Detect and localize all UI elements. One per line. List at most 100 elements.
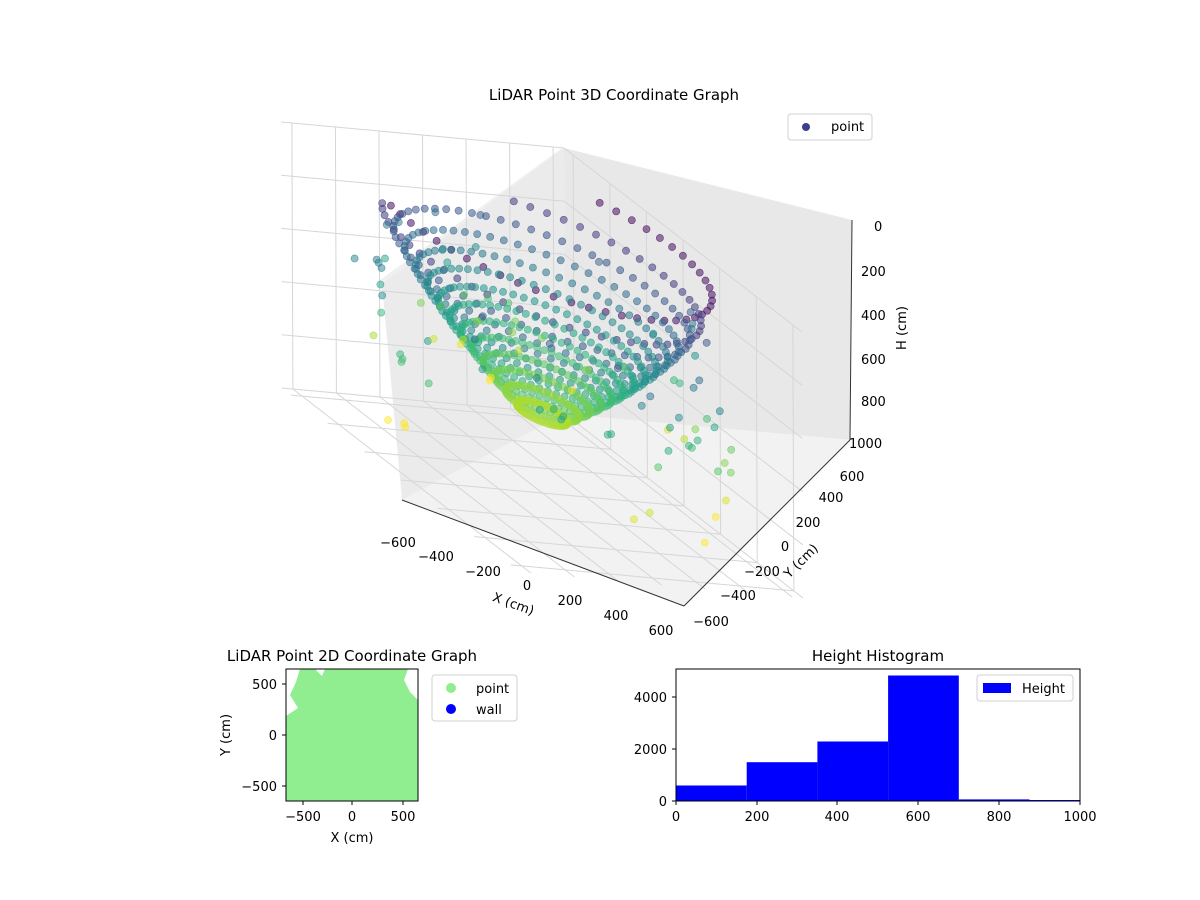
z-tick-label: 0 — [874, 220, 882, 235]
data-point — [531, 313, 540, 321]
data-point — [530, 297, 539, 306]
data-point — [542, 231, 551, 240]
data-point — [552, 421, 561, 430]
data-point — [559, 412, 568, 421]
data-point — [675, 311, 684, 320]
legend-box — [976, 674, 1074, 702]
data-point — [526, 203, 535, 211]
data-point — [455, 264, 464, 273]
legend-marker-height — [983, 683, 1011, 693]
data-point — [555, 273, 564, 282]
data-point — [581, 350, 589, 359]
z-axis-line — [849, 219, 853, 441]
data-point — [562, 355, 570, 364]
data-point — [646, 392, 655, 401]
data-point — [420, 204, 429, 213]
data-point — [575, 362, 584, 371]
data-point — [654, 463, 663, 472]
data-point — [592, 230, 600, 239]
data-point — [369, 331, 378, 340]
data-point — [670, 376, 678, 385]
data-point — [402, 252, 411, 261]
data-point — [509, 197, 518, 206]
z-axis-label: H (cm) — [895, 306, 910, 350]
data-point — [431, 208, 440, 217]
data-point — [605, 367, 614, 376]
histogram: Height Histogram 0 200 400 600 800 1000 … — [634, 647, 1097, 825]
y-tick-label: 0 — [781, 540, 789, 555]
x-tick-label: 200 — [745, 810, 770, 825]
data-point — [416, 298, 425, 307]
data-point — [603, 430, 612, 439]
data-point — [378, 291, 387, 300]
data-point — [380, 211, 389, 220]
histogram-legend: Height — [976, 674, 1074, 702]
data-point — [595, 198, 604, 207]
grid-line — [510, 408, 749, 594]
data-point — [513, 359, 521, 367]
grid-line — [281, 174, 565, 202]
grid-line — [423, 400, 662, 586]
data-point — [473, 317, 482, 325]
data-point — [595, 257, 603, 266]
legend-label: point — [476, 682, 509, 697]
data-point — [665, 325, 673, 333]
data-point — [656, 234, 664, 242]
plot2d-legend: point wall — [431, 674, 518, 722]
data-point — [569, 329, 578, 337]
data-point — [577, 300, 585, 309]
data-point — [691, 425, 700, 434]
data-point — [693, 436, 702, 445]
data-point — [521, 309, 530, 318]
data-point — [532, 373, 541, 382]
data-point — [617, 324, 626, 333]
y-tick-label: −500 — [241, 780, 277, 795]
data-point — [511, 317, 520, 326]
data-point — [633, 297, 641, 306]
data-point — [604, 298, 613, 306]
data-point — [675, 413, 683, 422]
data-point — [565, 295, 574, 304]
data-point — [377, 264, 386, 272]
data-point — [645, 508, 654, 517]
data-point — [549, 405, 558, 413]
data-point — [560, 324, 569, 333]
data-point — [434, 276, 443, 285]
data-point — [613, 364, 622, 373]
data-point — [573, 346, 582, 355]
x-tick-label: −600 — [380, 536, 416, 551]
data-point — [588, 306, 596, 315]
data-point — [513, 240, 522, 249]
y-tick-label: 200 — [796, 516, 821, 531]
x-axis-label: X (cm) — [331, 831, 374, 846]
data-point — [473, 230, 482, 238]
data-point — [602, 348, 611, 357]
data-point — [651, 311, 660, 320]
pane-floor — [402, 414, 850, 606]
x-tick-label: 500 — [391, 810, 416, 825]
data-point — [588, 355, 596, 363]
data-point — [462, 254, 471, 263]
legend-label: wall — [476, 703, 502, 718]
data-point — [517, 276, 526, 285]
data-point — [478, 300, 487, 309]
z-tick-label: 1000 — [849, 437, 882, 452]
data-point — [583, 320, 592, 329]
data-point — [515, 259, 524, 268]
data-point — [649, 329, 658, 338]
legend-marker-wall — [446, 704, 456, 714]
data-point — [584, 269, 593, 277]
data-point — [514, 346, 523, 355]
data-point — [612, 207, 621, 216]
data-point — [578, 342, 587, 351]
y-tick-label: 0 — [269, 729, 277, 744]
data-point — [639, 342, 648, 350]
data-point — [608, 353, 617, 361]
data-point — [541, 285, 550, 294]
data-point — [499, 236, 508, 245]
x-tick-label: 600 — [649, 624, 674, 639]
data-point — [722, 496, 730, 505]
y-tick-label: −200 — [744, 565, 780, 580]
plot3d-points — [350, 197, 736, 547]
data-point — [541, 316, 549, 325]
